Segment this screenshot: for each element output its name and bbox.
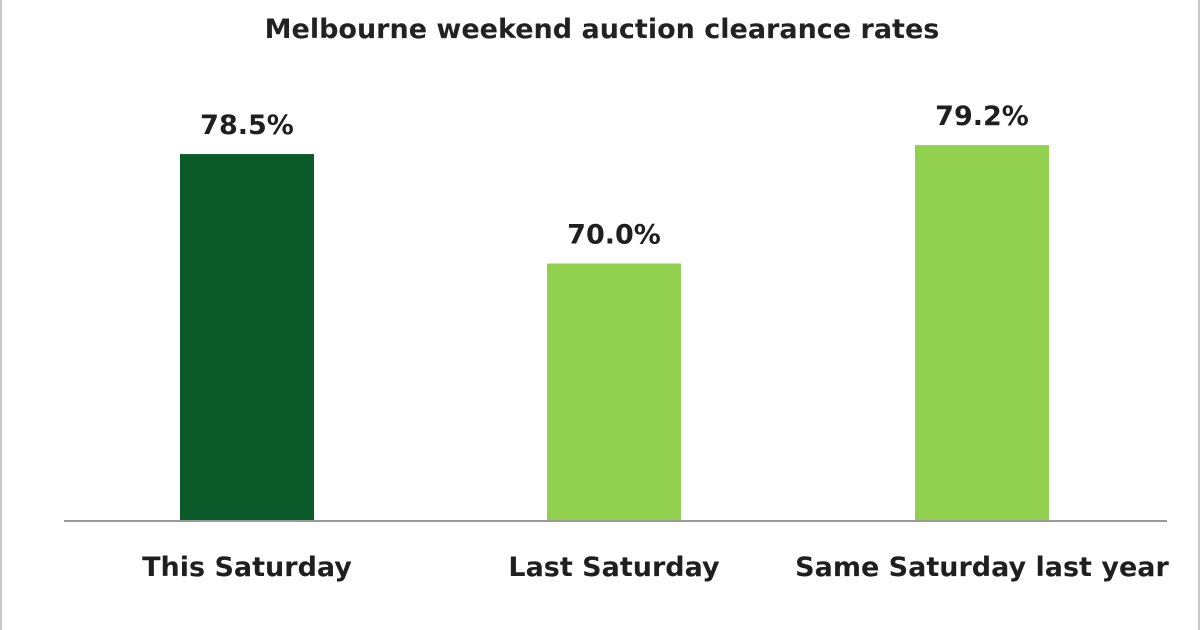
data-label-3: 79.2%: [935, 101, 1029, 132]
data-label-2: 70.0%: [567, 220, 661, 251]
bar-2: [547, 263, 681, 521]
bar-1: [180, 154, 314, 521]
bar-3: [915, 145, 1049, 522]
x-tick-label-3: Same Saturday last year: [795, 552, 1169, 583]
x-tick-label-2: Last Saturday: [508, 552, 720, 583]
x-tick-label-1: This Saturday: [142, 552, 352, 583]
labels-layer: 78.5% This Saturday 70.0% Last Saturday 79.2…: [142, 101, 1169, 583]
bars-layer: [180, 145, 1049, 522]
data-label-1: 78.5%: [200, 110, 294, 141]
chart-title: Melbourne weekend auction clearance rate…: [265, 14, 940, 45]
